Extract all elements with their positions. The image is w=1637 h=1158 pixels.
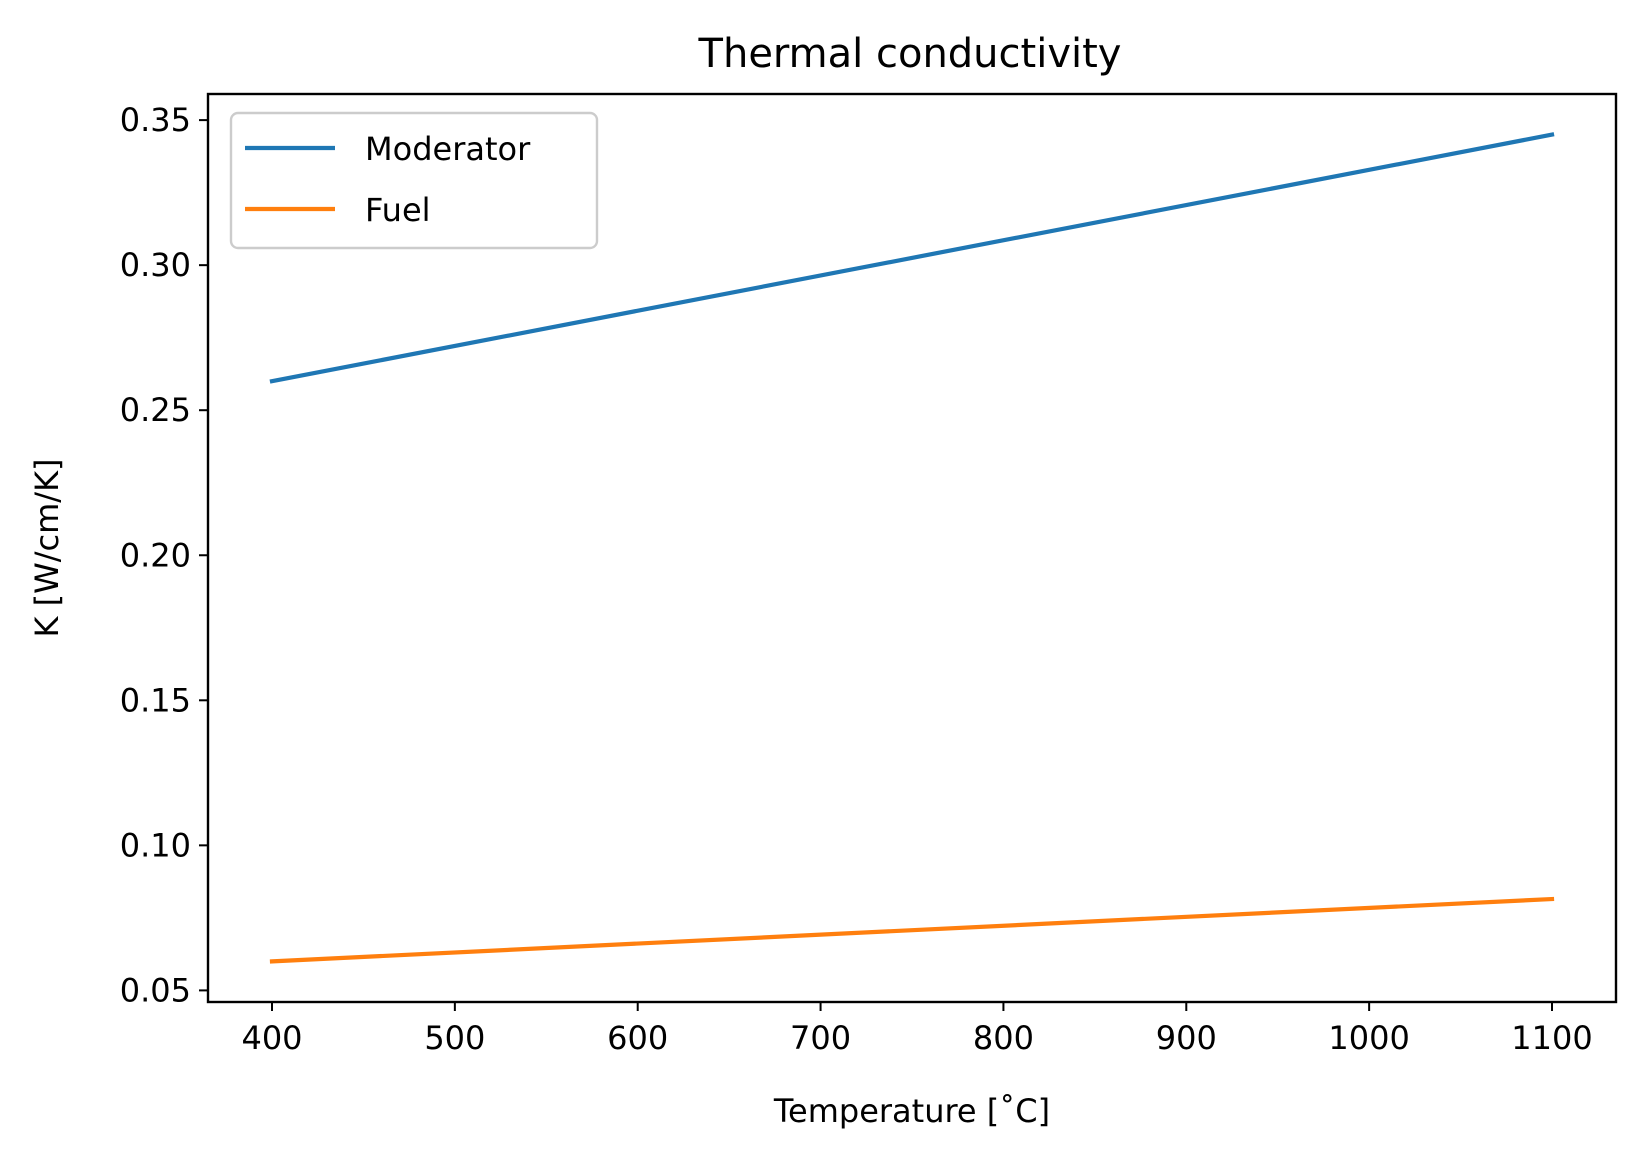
x-tick-label: 600 [607, 1019, 668, 1057]
y-tick-label: 0.25 [120, 391, 191, 429]
y-tick-label: 0.30 [120, 246, 191, 284]
series-line-fuel [269, 896, 1555, 964]
legend-label-moderator: Moderator [365, 130, 531, 168]
y-tick-label: 0.20 [120, 536, 191, 574]
legend: Moderator Fuel [229, 111, 599, 250]
series-layer [269, 132, 1555, 964]
legend-label-fuel: Fuel [365, 191, 431, 229]
x-axis: 400 500 600 700 800 900 1000 1100 [241, 1002, 1593, 1057]
y-tick-label: 0.35 [120, 101, 191, 139]
y-axis-title: K [W/cm/K] [28, 458, 66, 637]
y-tick-label: 0.05 [120, 971, 191, 1009]
x-tick-label: 700 [790, 1019, 851, 1057]
y-axis: 0.05 0.10 0.15 0.20 0.25 0.30 0.35 [120, 101, 208, 1009]
plot-frame [206, 92, 1618, 1004]
chart-title: Thermal conductivity [698, 31, 1122, 77]
y-tick-label: 0.15 [120, 681, 191, 719]
x-tick-label: 800 [973, 1019, 1034, 1057]
legend-entries: Moderator Fuel [245, 130, 531, 229]
x-tick-label: 1100 [1511, 1019, 1592, 1057]
series-line-moderator [269, 132, 1555, 384]
x-tick-label: 500 [424, 1019, 485, 1057]
y-tick-label: 0.10 [120, 826, 191, 864]
x-tick-label: 900 [1156, 1019, 1217, 1057]
x-tick-label: 1000 [1328, 1019, 1409, 1057]
x-tick-label: 400 [241, 1019, 302, 1057]
x-axis-title: Temperature [˚C] [773, 1092, 1050, 1130]
